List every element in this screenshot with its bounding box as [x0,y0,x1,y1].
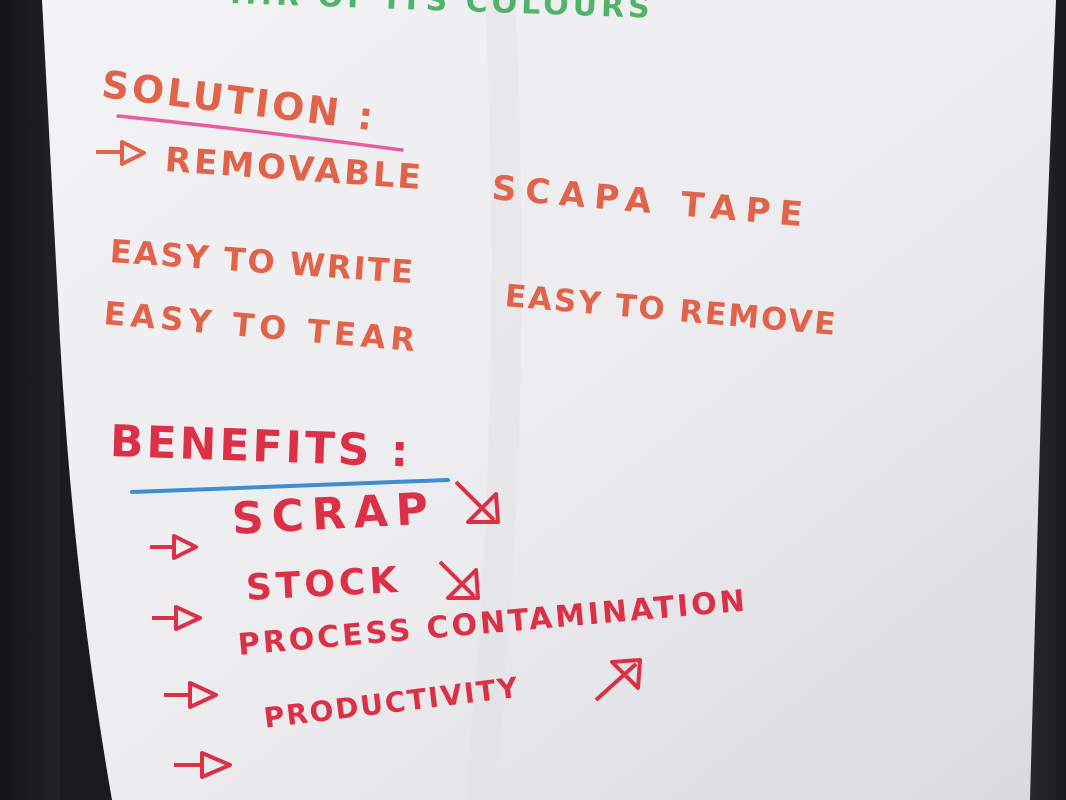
arrow-right-icon [164,681,218,709]
solution-underline [116,114,404,152]
arrow-down-right-icon [438,560,480,600]
arrow-right-icon [174,751,232,779]
arrow-right-icon [150,534,198,560]
benefit-item-scrap: Scrap [230,483,438,545]
arrow-right-icon [96,140,146,166]
benefit-item-stock: Stock [244,559,403,609]
arrow-up-right-icon [594,658,642,702]
benefits-underline [130,478,450,494]
benefits-heading: Benefits : [109,416,413,478]
arrow-right-icon [152,605,202,631]
arrow-down-right-icon [454,480,500,524]
